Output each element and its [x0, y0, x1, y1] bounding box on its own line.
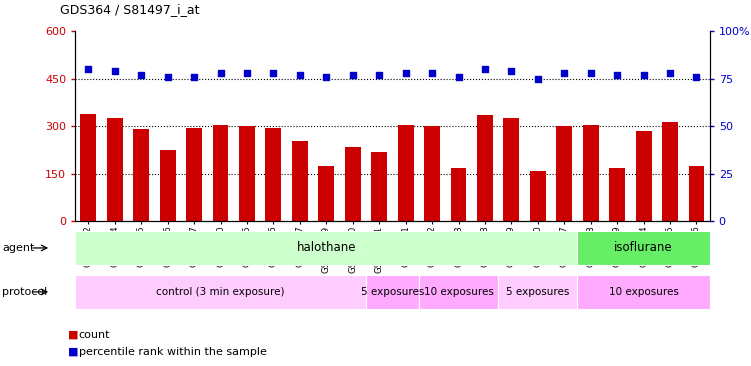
Text: isoflurane: isoflurane: [614, 242, 673, 254]
Bar: [160, 150, 176, 221]
Bar: [609, 168, 625, 221]
Bar: [583, 125, 599, 221]
Bar: [398, 125, 414, 221]
Point: [373, 72, 385, 78]
Bar: [424, 126, 440, 221]
Bar: [635, 131, 652, 221]
Point: [690, 74, 702, 80]
Text: halothane: halothane: [297, 242, 356, 254]
Text: percentile rank within the sample: percentile rank within the sample: [79, 347, 267, 357]
Bar: [477, 115, 493, 221]
Point: [426, 70, 438, 76]
Point: [532, 76, 544, 82]
Text: ■: ■: [68, 330, 78, 340]
Text: GDS364 / S81497_i_at: GDS364 / S81497_i_at: [60, 3, 200, 16]
Bar: [662, 122, 678, 221]
Text: protocol: protocol: [2, 287, 47, 297]
Point: [109, 68, 121, 74]
Bar: [451, 168, 466, 221]
Point: [585, 70, 597, 76]
Point: [558, 70, 570, 76]
Bar: [107, 118, 122, 221]
Point: [161, 74, 173, 80]
Point: [664, 70, 676, 76]
Bar: [371, 152, 387, 221]
Bar: [345, 147, 360, 221]
Point: [347, 72, 359, 78]
Bar: [133, 130, 149, 221]
Point: [188, 74, 200, 80]
Point: [400, 70, 412, 76]
Bar: [265, 128, 282, 221]
Bar: [186, 128, 202, 221]
Text: ■: ■: [68, 347, 78, 357]
Bar: [503, 118, 519, 221]
Point: [267, 70, 279, 76]
Text: 10 exposures: 10 exposures: [608, 287, 679, 297]
Text: control (3 min exposure): control (3 min exposure): [156, 287, 285, 297]
Bar: [239, 126, 255, 221]
Point: [83, 66, 95, 72]
Point: [320, 74, 332, 80]
Text: count: count: [79, 330, 110, 340]
Point: [611, 72, 623, 78]
Bar: [530, 171, 546, 221]
Bar: [80, 113, 96, 221]
Point: [479, 66, 491, 72]
Point: [215, 70, 227, 76]
Bar: [556, 126, 572, 221]
Point: [638, 72, 650, 78]
Text: 5 exposures: 5 exposures: [360, 287, 424, 297]
Bar: [292, 141, 308, 221]
Point: [453, 74, 465, 80]
Text: 10 exposures: 10 exposures: [424, 287, 493, 297]
Bar: [213, 125, 228, 221]
Text: 5 exposures: 5 exposures: [506, 287, 569, 297]
Bar: [689, 166, 704, 221]
Point: [135, 72, 147, 78]
Bar: [318, 166, 334, 221]
Text: agent: agent: [2, 243, 35, 253]
Point: [294, 72, 306, 78]
Point: [241, 70, 253, 76]
Point: [505, 68, 517, 74]
